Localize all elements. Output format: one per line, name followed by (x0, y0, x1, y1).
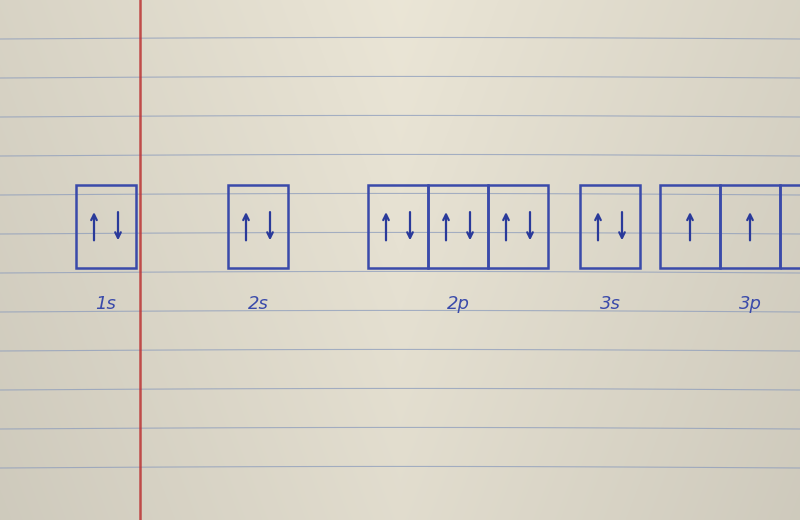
Bar (720, 185, 780, 268)
Text: 2p: 2p (446, 295, 470, 313)
Text: 1s: 1s (95, 295, 117, 313)
Bar (228, 185, 288, 268)
Bar (488, 185, 548, 268)
Text: 2s: 2s (247, 295, 269, 313)
Text: 3s: 3s (599, 295, 621, 313)
Bar (660, 185, 720, 268)
Bar (428, 185, 488, 268)
Bar (368, 185, 428, 268)
Bar (780, 185, 800, 268)
Bar (76, 185, 136, 268)
Bar (580, 185, 640, 268)
Text: 3p: 3p (738, 295, 762, 313)
